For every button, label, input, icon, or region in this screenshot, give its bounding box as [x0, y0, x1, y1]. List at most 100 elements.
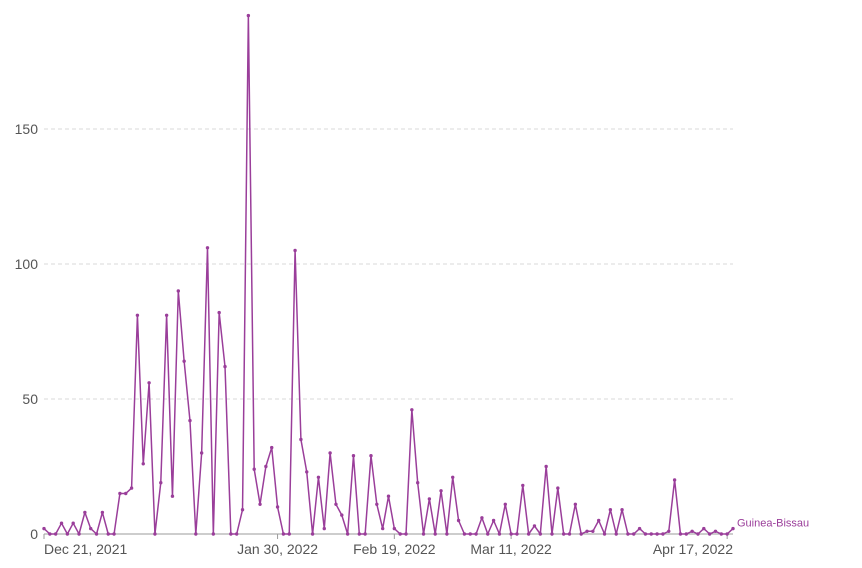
data-point — [462, 532, 467, 536]
data-point — [719, 532, 724, 536]
data-point — [404, 532, 408, 536]
data-point — [678, 532, 683, 536]
data-point — [124, 491, 128, 496]
data-point — [526, 532, 531, 536]
data-point — [661, 532, 665, 536]
data-point — [702, 526, 706, 531]
data-point — [649, 532, 653, 536]
data-point — [561, 532, 566, 536]
data-point — [53, 532, 58, 536]
data-point — [415, 481, 420, 485]
y-tick-label: 0 — [30, 526, 38, 542]
data-point — [567, 532, 572, 536]
data-point — [707, 532, 712, 536]
data-point — [258, 502, 262, 506]
data-point — [672, 478, 677, 482]
data-point — [451, 475, 455, 479]
data-point — [199, 451, 204, 455]
data-point — [182, 359, 186, 363]
series-line — [43, 14, 734, 535]
data-point — [118, 491, 122, 496]
data-point — [135, 313, 140, 317]
data-point — [252, 467, 256, 471]
data-point — [433, 532, 437, 536]
data-point — [550, 532, 554, 536]
data-point — [357, 532, 362, 536]
data-point — [299, 437, 303, 442]
data-point — [637, 526, 642, 531]
data-point — [240, 508, 245, 512]
data-point — [684, 532, 688, 536]
data-point — [153, 532, 157, 536]
data-point — [322, 526, 326, 531]
data-point — [538, 532, 543, 536]
data-point — [305, 470, 309, 474]
data-point — [380, 526, 385, 531]
data-point — [480, 516, 484, 520]
data-point — [59, 521, 64, 525]
data-point — [106, 532, 110, 536]
data-point — [503, 502, 507, 506]
data-point — [94, 532, 99, 536]
data-point — [690, 529, 694, 533]
data-point — [334, 502, 338, 506]
data-point — [89, 526, 93, 531]
data-point — [608, 508, 613, 512]
y-tick-label: 150 — [15, 121, 39, 137]
data-point — [340, 513, 344, 517]
data-point — [579, 532, 583, 536]
data-point — [310, 532, 315, 536]
data-point — [112, 532, 116, 536]
data-point — [696, 532, 700, 536]
series-label: Guinea-Bissau — [737, 518, 809, 530]
data-point — [556, 486, 560, 490]
data-point — [486, 532, 490, 536]
data-point — [439, 489, 443, 493]
data-point — [83, 510, 87, 515]
data-point — [217, 310, 221, 315]
data-point — [264, 464, 268, 469]
data-point — [515, 532, 519, 536]
data-point — [421, 532, 426, 536]
series-guinea-bissau: Guinea-Bissau — [42, 13, 809, 536]
data-point — [345, 532, 350, 536]
data-point — [159, 481, 163, 485]
x-tick-label: Jan 30, 2022 — [237, 541, 318, 557]
data-point — [544, 464, 548, 469]
data-point — [491, 518, 496, 523]
x-axis: Dec 21, 2021 Jan 30, 2022 Feb 19, 2022 Mar … — [43, 533, 733, 557]
data-point — [147, 381, 151, 385]
data-points — [42, 13, 735, 536]
data-point — [375, 502, 379, 506]
data-point — [176, 289, 180, 293]
data-point — [632, 532, 636, 536]
data-point — [270, 445, 274, 450]
y-tick-label: 50 — [22, 391, 38, 407]
data-point — [211, 532, 216, 536]
data-point — [328, 451, 332, 455]
data-point — [445, 532, 449, 536]
data-point — [573, 502, 578, 506]
data-point — [170, 494, 175, 498]
data-point — [100, 510, 105, 515]
data-point — [71, 521, 75, 525]
data-point — [591, 529, 595, 533]
x-tick-label: Apr 17, 2022 — [653, 541, 733, 557]
x-tick-label: Mar 11, 2022 — [470, 541, 552, 557]
x-tick-label: Dec 21, 2021 — [44, 541, 127, 557]
data-point — [351, 454, 356, 458]
data-point — [468, 532, 472, 536]
data-point — [620, 508, 624, 512]
data-point — [456, 518, 461, 523]
y-axis: 0 50 100 150 — [15, 121, 39, 542]
data-point — [275, 505, 280, 509]
data-point — [597, 518, 601, 523]
data-point — [369, 454, 373, 458]
data-point — [731, 526, 735, 531]
data-point — [129, 486, 134, 490]
data-point — [386, 494, 391, 498]
data-point — [281, 532, 286, 536]
data-point — [246, 13, 251, 18]
data-point — [725, 532, 729, 536]
y-tick-label: 100 — [15, 256, 39, 272]
